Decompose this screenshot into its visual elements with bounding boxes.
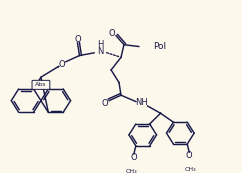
- Text: N: N: [97, 47, 103, 56]
- Text: Pol: Pol: [153, 42, 166, 51]
- Text: H: H: [97, 40, 103, 49]
- FancyBboxPatch shape: [32, 80, 50, 89]
- Text: O: O: [186, 151, 193, 160]
- Text: CH₃: CH₃: [126, 169, 138, 173]
- Text: O: O: [130, 153, 137, 162]
- Text: O: O: [58, 60, 65, 69]
- Text: O: O: [74, 35, 81, 44]
- Text: CH₃: CH₃: [184, 167, 196, 172]
- Text: NH: NH: [135, 98, 148, 107]
- Text: Abs: Abs: [35, 82, 47, 87]
- Text: O: O: [102, 99, 108, 108]
- Text: O: O: [109, 29, 115, 38]
